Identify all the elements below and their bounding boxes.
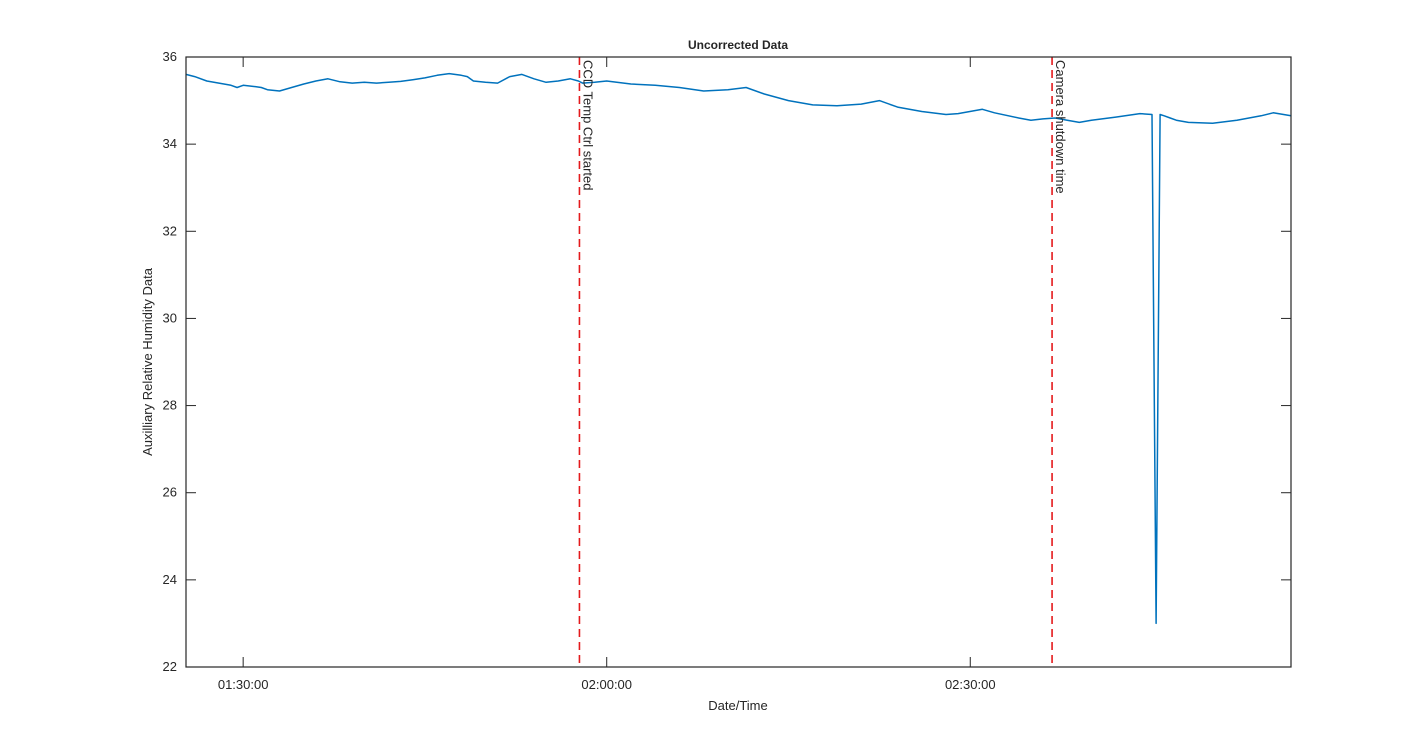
axes-box	[185, 56, 1292, 668]
y-axis: 22 24 26 28 30 32 34 36	[163, 49, 1291, 674]
y-tick-label: 22	[163, 659, 177, 674]
y-tick-label: 32	[163, 223, 177, 238]
chart-title: Uncorrected Data	[688, 38, 788, 52]
x-tick-label: 01:30:00	[218, 677, 269, 692]
y-tick-label: 34	[163, 136, 177, 151]
event-label: Camera shutdown time	[1053, 60, 1068, 194]
x-tick-label: 02:00:00	[581, 677, 632, 692]
event-label: CCD Temp Ctrl started	[580, 60, 595, 191]
y-tick-label: 36	[163, 49, 177, 64]
y-axis-label: Auxilliary Relative Humidity Data	[140, 267, 155, 456]
y-tick-label: 24	[163, 572, 177, 587]
x-tick-label: 02:30:00	[945, 677, 996, 692]
x-axis: 01:30:00 02:00:00 02:30:00	[218, 57, 996, 692]
plot-area: CCD Temp Ctrl started Camera shutdown tim…	[185, 57, 1292, 667]
data-line	[185, 72, 1292, 625]
y-tick-label: 26	[163, 485, 177, 500]
y-tick-label: 30	[163, 310, 177, 325]
y-tick-label: 28	[163, 398, 177, 413]
x-axis-label: Date/Time	[708, 698, 767, 713]
